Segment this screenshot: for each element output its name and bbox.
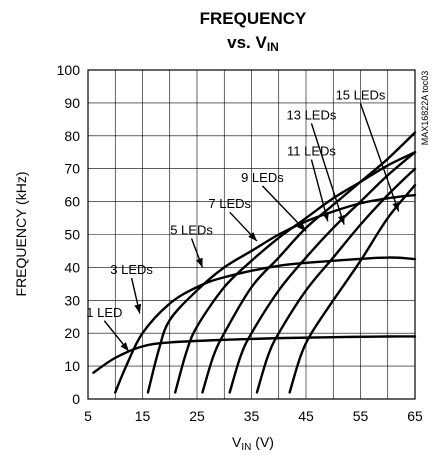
y-tick-label: 60 [64,194,80,210]
y-tick-label: 20 [64,325,80,341]
label-7-leds: 7 LEDs [208,196,251,211]
label-3-leds: 3 LEDs [110,262,153,277]
y-tick-label: 90 [64,95,80,111]
x-axis-label-v: V [232,434,242,450]
y-axis-label: FREQUENCY (kHz) [13,172,29,297]
chart-subtitle-text: vs. V [227,33,267,52]
label-1-led: 1 LED [86,305,122,320]
arrow-line-13-leds [310,123,345,225]
chart-title: FREQUENCY [200,9,307,28]
x-tick-label: 25 [189,408,205,424]
series-line-13-leds [255,167,417,394]
y-tick-label: 100 [57,62,81,78]
y-tick-label: 30 [64,292,80,308]
arrow-head-9-leds [297,222,306,232]
axes [87,69,416,400]
x-axis-label: VIN (V) [232,434,274,453]
x-tick-label: 15 [135,408,151,424]
arrow-head-13-leds [338,214,345,225]
series-line-9-leds [201,131,417,394]
x-axis-label-subscript: IN [241,442,251,453]
x-tick-label: 55 [353,408,369,424]
series-line-5-leds [146,193,417,394]
arrow-head-1-led [120,342,129,352]
y-tick-label: 80 [64,128,80,144]
x-tick-label: 65 [407,408,423,424]
series-line-7-leds [174,151,417,394]
plot-frame [87,69,416,400]
chart-subtitle-subscript: IN [267,40,279,54]
chart-subtitle: vs. VIN [227,33,279,54]
series-line-3-leds [114,256,417,394]
x-tick-label: 5 [84,408,92,424]
x-axis-label-unit: (V) [251,434,274,450]
arrow-line-15-leds [359,103,400,212]
y-tick-label: 0 [72,391,80,407]
arrow-head-11-leds [322,211,329,222]
arrow-head-5-leds [195,257,203,268]
x-tick-label: 45 [298,408,314,424]
tick-labels: 5 15 25 35 45 55 65 0 10 20 30 40 50 60 70 80 90 100 [57,62,423,424]
x-tick-label: 35 [244,408,260,424]
y-tick-label: 70 [64,161,80,177]
series-line-11-leds [228,151,417,394]
watermark-text: MAX16822A toc03 [420,71,430,146]
arrow-head-15-leds [392,201,399,212]
y-tick-label: 40 [64,259,80,275]
series-line-15-leds [288,183,417,394]
label-5-leds: 5 LEDs [170,223,213,238]
arrow-line-11-leds [310,159,329,222]
arrow-line-9-leds [261,185,307,232]
y-tick-label: 50 [64,227,80,243]
y-tick-label: 10 [64,358,80,374]
series-line-1-led [92,335,417,374]
arrow-head-3-leds [134,303,142,314]
label-9-leds: 9 LEDs [241,170,284,185]
series-group [92,131,417,394]
label-13-leds: 13 LEDs [287,107,337,122]
label-11-leds: 11 LEDs [287,144,336,159]
label-15-leds: 15 LEDs [336,88,386,103]
arrow-head-7-leds [248,232,257,242]
